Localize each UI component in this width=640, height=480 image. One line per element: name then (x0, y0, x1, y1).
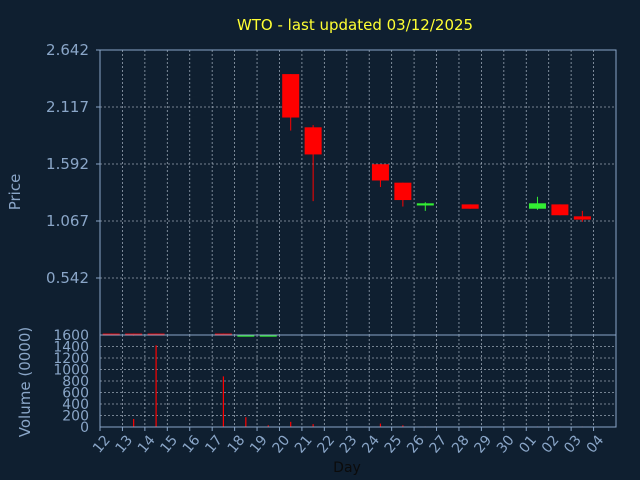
x-tick-label: 16 (180, 432, 204, 456)
x-tick-label: 18 (225, 432, 249, 456)
x-tick-label: 04 (584, 432, 608, 456)
price-tick-label: 2.117 (46, 98, 89, 116)
price-tick-label: 1.592 (46, 155, 89, 173)
candle-body (282, 74, 300, 118)
x-tick-label: 24 (359, 432, 383, 456)
x-tick-label: 30 (494, 432, 518, 456)
x-tick-label: 19 (247, 432, 271, 456)
x-tick-label: 03 (561, 432, 585, 456)
volume-tick-label: 800 (62, 374, 89, 390)
x-tick-label: 26 (404, 432, 428, 456)
candle-body (237, 334, 255, 337)
x-tick-label: 29 (471, 432, 495, 456)
candle-body (461, 204, 479, 209)
volume-tick-label: 0 (80, 420, 89, 436)
day-axis-label: Day (333, 460, 361, 476)
x-tick-label: 21 (292, 432, 316, 456)
x-tick-label: 14 (135, 432, 159, 456)
x-tick-label: 28 (449, 432, 473, 456)
candle-body (573, 216, 591, 220)
candle-body (416, 203, 434, 206)
candle-body (259, 334, 277, 337)
price-tick-label: 0.542 (46, 269, 89, 287)
x-tick-label: 02 (539, 432, 563, 456)
volume-tick-label: 1400 (53, 340, 89, 356)
x-tick-label: 17 (202, 432, 226, 456)
x-tick-label: 12 (90, 432, 114, 456)
x-tick-label: 27 (427, 432, 451, 456)
price-tick-label: 2.642 (46, 41, 89, 59)
x-tick-label: 25 (382, 432, 406, 456)
volume-tick-label: 400 (62, 397, 89, 413)
volume-axis-label: Volume (0000) (16, 327, 34, 437)
x-tick-label: 22 (314, 432, 338, 456)
x-tick-label: 15 (157, 432, 181, 456)
volume-tick-label: 1600 (53, 328, 89, 344)
volume-tick-label: 1200 (53, 351, 89, 367)
x-tick-label: 01 (516, 432, 540, 456)
price-tick-label: 1.067 (46, 212, 89, 230)
candle-body (394, 182, 412, 201)
candle-body (371, 164, 389, 181)
candle-body (304, 127, 322, 155)
chart-title: WTO - last updated 03/12/2025 (237, 16, 473, 34)
x-tick-label: 23 (337, 432, 361, 456)
volume-panel-frame (99, 334, 617, 428)
candle-body (528, 203, 546, 209)
x-tick-label: 20 (270, 432, 294, 456)
volume-tick-label: 600 (62, 386, 89, 402)
price-panel-frame (99, 49, 617, 336)
price-axis-label: Price (6, 174, 24, 211)
x-tick-label: 13 (113, 432, 137, 456)
volume-tick-label: 1000 (53, 363, 89, 379)
candle-body (551, 204, 569, 216)
volume-tick-label: 200 (62, 409, 89, 425)
